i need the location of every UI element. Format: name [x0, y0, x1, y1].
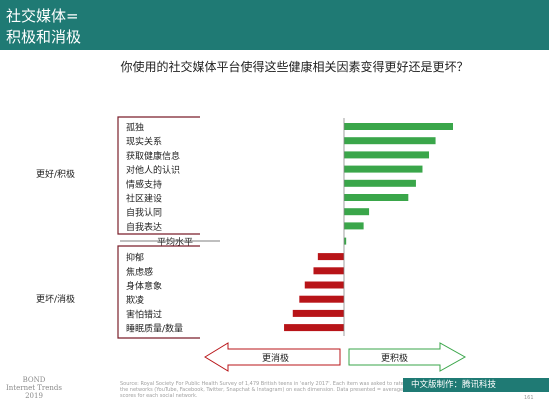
category-label: 自我表达 [126, 221, 162, 233]
bar-自我认同 [344, 208, 370, 216]
page-number: 161 [524, 395, 534, 401]
slide-title-line1: 社交媒体= [6, 7, 79, 25]
bar-睡眠质量/数量 [284, 324, 344, 332]
group-label-positive: 更好/积极 [36, 168, 75, 180]
bar-情感支持 [344, 179, 416, 187]
positive-direction-arrow [348, 342, 467, 372]
category-label: 自我认同 [126, 207, 162, 219]
category-label: 现实关系 [126, 136, 162, 148]
negative-direction-arrow [204, 342, 341, 372]
bar-现实关系 [344, 137, 436, 145]
logo-text-year: 2019 [25, 392, 43, 400]
category-label: 身体意象 [126, 280, 162, 292]
logo-text-bond: BOND [22, 376, 46, 384]
average-label: 平均水平 [157, 236, 193, 248]
bar-社区建设 [344, 194, 409, 201]
logo-text-internet-trends: Internet Trends [6, 384, 63, 392]
bond-logo: BOND Internet Trends 2019 [6, 376, 62, 400]
group-label-negative: 更坏/消极 [36, 293, 75, 305]
category-label: 对他人的认识 [126, 164, 180, 176]
category-label: 欺凌 [126, 294, 144, 306]
category-label: 孤独 [126, 122, 144, 134]
category-label: 害怕错过 [126, 308, 162, 320]
axis-label-positive: 更积极 [381, 352, 408, 364]
bar-抑郁 [317, 253, 344, 261]
bar-获取健康信息 [344, 151, 430, 159]
bar-焦虑感 [313, 267, 344, 275]
category-label: 抑郁 [126, 252, 144, 264]
translation-banner: 中文版制作：腾讯科技 [403, 378, 549, 392]
positive-group-bracket [117, 116, 200, 235]
negative-group-bracket [117, 245, 200, 339]
category-label: 睡眠质量/数量 [126, 323, 183, 335]
slide-title-line2: 积极和消极 [6, 28, 82, 46]
title-bar: 社交媒体= 积极和消极 [0, 0, 549, 50]
axis-label-negative: 更消极 [262, 352, 289, 364]
category-label: 焦虑感 [126, 266, 153, 278]
bar-average [344, 237, 347, 245]
bar-害怕错过 [292, 309, 344, 317]
category-label: 情感支持 [126, 178, 162, 190]
bar-身体意象 [304, 281, 344, 289]
source-note: Source: Royal Society For Public Health … [120, 381, 415, 399]
bar-孤独 [344, 123, 453, 130]
category-label: 社区建设 [126, 193, 162, 205]
chart-question: 你使用的社交媒体平台使得这些健康相关因素变得更好还是更坏？ [120, 60, 469, 74]
bar-欺凌 [299, 295, 344, 303]
category-label: 获取健康信息 [126, 150, 180, 162]
bar-对他人的认识 [344, 165, 423, 173]
bar-自我表达 [344, 222, 364, 230]
